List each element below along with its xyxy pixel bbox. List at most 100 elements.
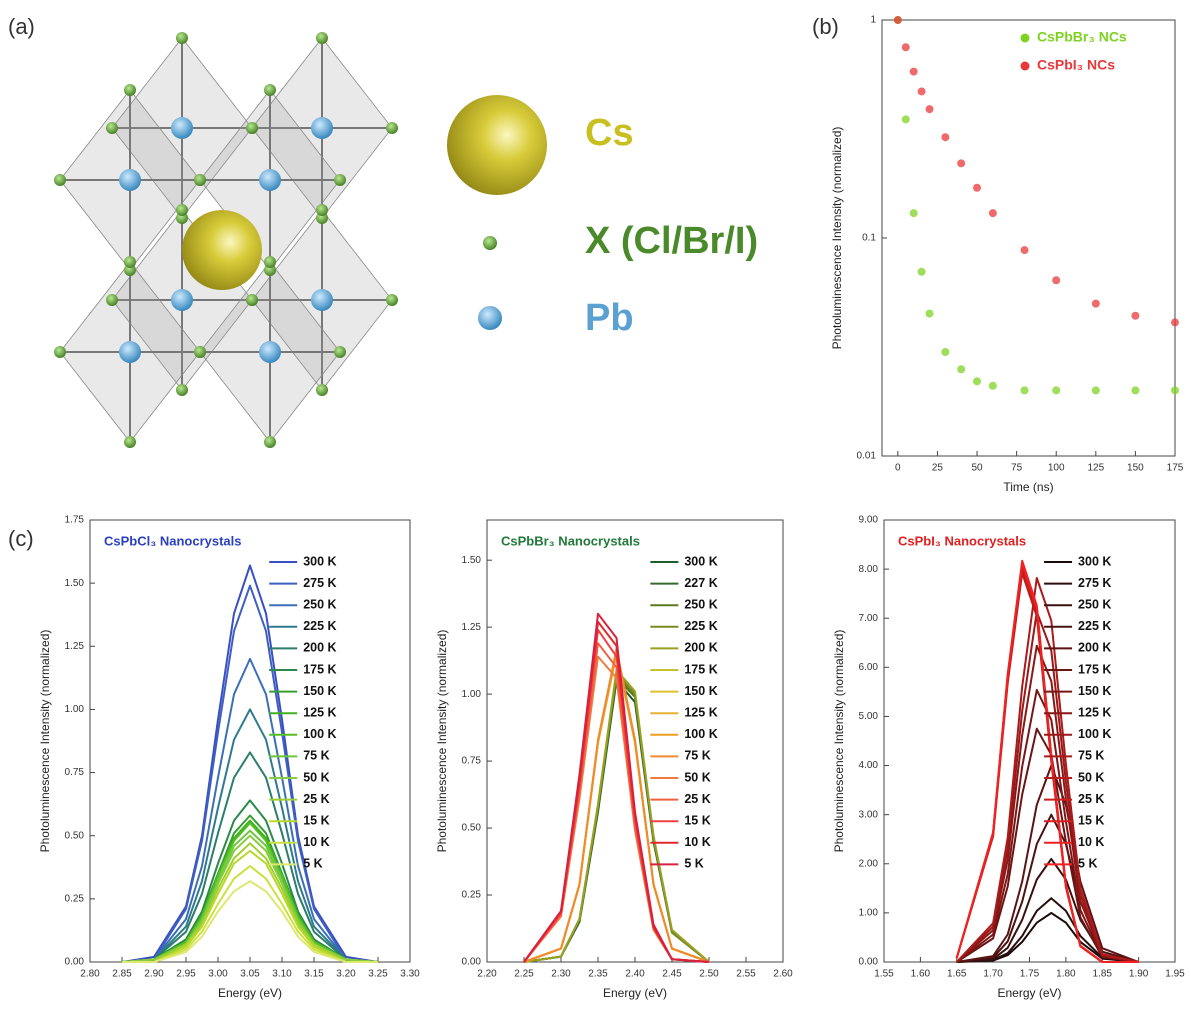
x-tick-label: 1.60	[911, 969, 931, 980]
legend-label: 5 K	[1078, 857, 1097, 871]
legend-label: 50 K	[1078, 770, 1104, 784]
x-tick-label: 50	[971, 463, 983, 474]
x-tick-label: 2.85	[112, 969, 132, 980]
series-line	[122, 586, 378, 962]
y-tick-label: 0.01	[857, 451, 877, 462]
y-tick-label: 9.00	[859, 515, 879, 526]
x-tick-label: 1.95	[1165, 969, 1185, 980]
series-line	[524, 654, 709, 962]
legend-label: 300 K	[1078, 554, 1111, 568]
pb-atom-key	[478, 306, 502, 330]
chart-title: CsPbI₃ Nanocrystals	[898, 533, 1026, 548]
x-tick-label: 3.05	[240, 969, 260, 980]
legend-label: 125 K	[303, 705, 336, 719]
y-tick-label: 4.00	[859, 760, 879, 771]
x-axis-label: Energy (eV)	[997, 986, 1061, 1000]
y-tick-label: 1	[870, 15, 876, 26]
legend-label: CsPbBr₃ NCs	[1037, 29, 1127, 45]
x-tick-label: 3.30	[400, 969, 420, 980]
legend-label: 225 K	[303, 619, 336, 633]
series-line	[122, 752, 378, 962]
series-line	[122, 836, 378, 962]
data-point	[1171, 386, 1179, 394]
legend-label: 15 K	[1078, 813, 1104, 827]
data-point	[1131, 312, 1139, 320]
y-tick-label: 1.75	[65, 515, 85, 526]
y-tick-label: 1.25	[65, 641, 85, 652]
data-point	[910, 209, 918, 217]
y-tick-label: 7.00	[859, 613, 879, 624]
x-atom	[316, 204, 328, 216]
data-point	[973, 184, 981, 192]
x-atom	[264, 256, 276, 268]
legend-label: 175 K	[303, 662, 336, 676]
y-tick-label: 0.75	[462, 756, 482, 767]
y-tick-label: 1.50	[462, 555, 482, 566]
pb-atom	[119, 341, 141, 363]
legend-label: 150 K	[1078, 684, 1111, 698]
y-tick-label: 8.00	[859, 564, 879, 575]
data-point	[1092, 300, 1100, 308]
legend-label: 10 K	[1078, 835, 1104, 849]
crystal-structure	[54, 32, 398, 448]
legend-label: 25 K	[1078, 792, 1104, 806]
series-line	[524, 651, 709, 962]
x-atom	[176, 384, 188, 396]
legend-label: 227 K	[684, 576, 717, 590]
x-tick-label: 2.30	[551, 969, 571, 980]
legend-label: 150 K	[303, 684, 336, 698]
y-tick-label: 6.00	[859, 662, 879, 673]
y-tick-label: 0.00	[462, 957, 482, 968]
y-tick-label: 0.1	[862, 233, 876, 244]
data-point	[1052, 386, 1060, 394]
series-line	[524, 673, 709, 962]
x-tick-label: 175	[1167, 463, 1184, 474]
data-point	[989, 209, 997, 217]
data-point	[926, 310, 934, 318]
x-tick-label: 3.20	[336, 969, 356, 980]
series-line	[524, 657, 709, 962]
pb-atom	[259, 169, 281, 191]
data-point	[989, 382, 997, 390]
x-tick-label: 125	[1087, 463, 1104, 474]
x-atom	[54, 346, 66, 358]
pb-atom	[171, 289, 193, 311]
series-line	[524, 675, 709, 962]
legend-label: 200 K	[1078, 641, 1111, 655]
x-tick-label: 2.55	[736, 969, 756, 980]
x-axis-label: Energy (eV)	[603, 986, 667, 1000]
x-tick-label: 2.45	[662, 969, 682, 980]
data-point	[973, 377, 981, 385]
cs-atom	[182, 210, 262, 290]
legend-label: 150 K	[684, 684, 717, 698]
series-line	[957, 815, 1139, 962]
x-atom	[264, 84, 276, 96]
x-tick-label: 1.75	[1020, 969, 1040, 980]
x-tick-label: 2.40	[625, 969, 645, 980]
series-line	[957, 578, 1139, 962]
chart-title: CsPbCl₃ Nanocrystals	[104, 533, 242, 548]
legend-label: 175 K	[684, 662, 717, 676]
legend-label: 200 K	[684, 641, 717, 655]
data-point	[1052, 276, 1060, 284]
x-atom	[176, 32, 188, 44]
x-atom	[386, 294, 398, 306]
y-axis-label: Photoluminescence Intensity (normalized)	[832, 630, 846, 853]
legend-label: 100 K	[303, 727, 336, 741]
x-tick-label: 3.10	[272, 969, 292, 980]
y-tick-label: 5.00	[859, 711, 879, 722]
x-atom	[334, 346, 346, 358]
legend-label: 250 K	[684, 597, 717, 611]
x-atom	[106, 122, 118, 134]
series-line	[122, 821, 378, 962]
x-atom	[124, 256, 136, 268]
series-line	[122, 816, 378, 963]
legend-label: 50 K	[303, 770, 329, 784]
x-tick-label: 1.80	[1056, 969, 1076, 980]
x-tick-label: 75	[1011, 463, 1023, 474]
legend-label: 10 K	[303, 835, 329, 849]
legend-label: 175 K	[1078, 662, 1111, 676]
y-tick-label: 1.25	[462, 622, 482, 633]
y-tick-label: 0.50	[462, 823, 482, 834]
y-tick-label: 0.25	[65, 893, 85, 904]
